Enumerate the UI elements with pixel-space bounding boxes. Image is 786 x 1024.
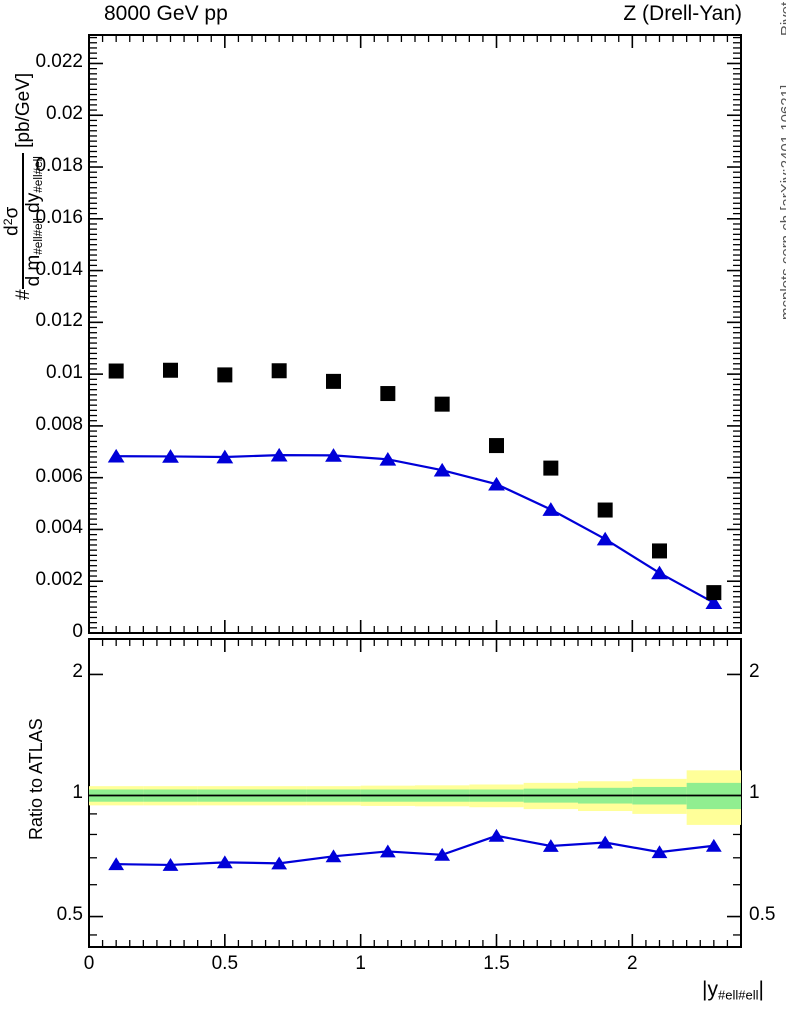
ratio-data-point <box>705 838 722 852</box>
ratio-data-point <box>325 849 342 863</box>
mc-data-point <box>651 565 668 580</box>
ratio-y-tick-label-right: 0.5 <box>749 903 776 925</box>
mc-data-point <box>107 448 125 463</box>
atlas-data-point <box>652 543 667 559</box>
mc-data-point <box>379 451 397 466</box>
main-y-tick-label: 0 <box>72 621 83 642</box>
ratio-y-tick-label-left: 2 <box>72 661 83 683</box>
ratio-data-point <box>488 828 505 842</box>
mc-data-point <box>162 449 179 463</box>
main-y-tick-label: 0.018 <box>35 155 83 177</box>
ratio-data-point <box>542 839 559 852</box>
mc-data-point <box>433 462 451 477</box>
header-beam-label: 8000 GeV pp <box>104 2 228 25</box>
atlas-data-point <box>380 386 396 402</box>
ratio-data-point <box>216 855 233 869</box>
atlas-data-point <box>434 396 450 412</box>
main-y-tick-label: 0.016 <box>35 206 83 228</box>
ratio-curve <box>116 834 714 867</box>
mc-data-point <box>542 502 560 516</box>
mc-data-point <box>216 449 234 464</box>
x-tick-label: 0 <box>83 953 95 974</box>
atlas-data-point <box>271 363 287 379</box>
main-y-tick-label: 0.008 <box>35 413 83 435</box>
ratio-data-point <box>108 857 125 871</box>
ratio-data-point <box>271 856 288 870</box>
ratio-data-point <box>597 835 614 849</box>
x-axis-title-sub: #ell#ell <box>718 987 759 1003</box>
ratio-y-tick-label-right: 2 <box>749 661 760 683</box>
atlas-data-point <box>597 502 613 518</box>
atlas-data-point <box>163 362 178 378</box>
x-tick-label: 1.5 <box>483 953 510 974</box>
atlas-data-point <box>706 585 722 601</box>
main-y-tick-label: 0.012 <box>35 310 83 332</box>
x-axis-title-pre: |y <box>702 978 718 1001</box>
ratio-data-point <box>651 845 668 859</box>
atlas-data-point <box>217 367 233 383</box>
atlas-data-point <box>489 438 504 454</box>
atlas-data-point <box>108 363 124 379</box>
ratio-data-point <box>434 847 451 861</box>
main-y-tick-label: 0.004 <box>35 517 83 539</box>
ratio-y-tick-label-left: 0.5 <box>56 903 83 925</box>
main-y-tick-label: 0.022 <box>35 51 83 73</box>
atlas-data-point <box>326 373 341 389</box>
x-tick-label: 0.5 <box>211 953 239 974</box>
ratio-data-point <box>162 858 179 871</box>
main-y-tick-label: 0.002 <box>35 569 83 591</box>
x-axis-title: |y#ell#ell| <box>702 978 764 1002</box>
mc-data-point <box>325 448 342 462</box>
main-y-tick-label: 0.006 <box>35 465 83 487</box>
x-tick-label: 2 <box>627 953 638 974</box>
ratio-data-point <box>379 844 396 858</box>
ratio-y-tick-label-left: 1 <box>72 782 83 804</box>
ratio-y-tick-label-right: 1 <box>749 782 760 804</box>
mc-data-point <box>488 476 505 491</box>
header-process-label: Z (Drell-Yan) <box>623 2 742 25</box>
main-y-tick-label: 0.014 <box>35 258 83 280</box>
atlas-data-point <box>543 460 559 476</box>
mc-data-point <box>705 595 723 610</box>
x-axis-title-post: | <box>758 978 764 1001</box>
main-y-tick-label: 0.01 <box>46 362 83 384</box>
main-y-tick-label: 0.02 <box>46 103 83 125</box>
mc-data-point <box>596 531 614 546</box>
x-tick-label: 1 <box>355 953 366 974</box>
mc-curve <box>116 454 715 604</box>
mc-data-point <box>270 447 288 462</box>
